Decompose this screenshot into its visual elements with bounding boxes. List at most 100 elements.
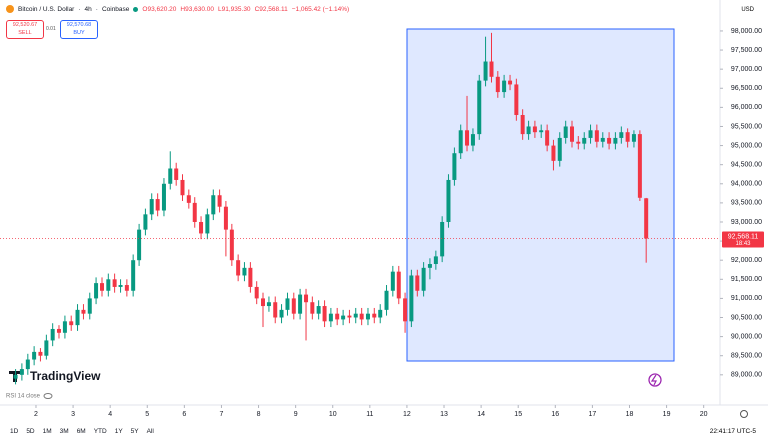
- range-bar: 1D 5D 1M 3M 6M YTD 1Y 5Y All: [10, 428, 154, 435]
- candle-body: [415, 275, 420, 291]
- y-tick-label: 93,000.00: [731, 219, 762, 226]
- candle-body: [260, 298, 265, 307]
- y-tick-label: 91,500.00: [731, 276, 762, 283]
- x-tick-label: 17: [588, 411, 596, 418]
- candle-body: [545, 130, 550, 146]
- range-button[interactable]: 1M: [42, 428, 52, 435]
- sell-button[interactable]: 92,520.67 SELL: [6, 20, 44, 39]
- candle-body: [131, 260, 136, 291]
- y-tick-label: 92,000.00: [731, 257, 762, 264]
- range-button[interactable]: YTD: [93, 428, 107, 435]
- indicator-label: RSI 14 close: [6, 394, 41, 400]
- candle-body: [477, 80, 482, 135]
- candle-body: [192, 202, 197, 222]
- candle-body: [458, 130, 463, 154]
- candle-body: [94, 283, 99, 299]
- y-tick-label: 90,000.00: [731, 333, 762, 340]
- candle-body: [32, 351, 37, 360]
- candle-body: [465, 130, 470, 146]
- candle-body: [483, 61, 488, 81]
- candle-body: [174, 168, 179, 180]
- candle-body: [143, 214, 148, 230]
- candle-body: [81, 309, 86, 314]
- sell-price: 92,520.67: [12, 22, 38, 28]
- candle-body: [50, 328, 55, 341]
- candle-body: [409, 275, 414, 322]
- alert-icon[interactable]: [648, 373, 662, 387]
- x-tick-label: 4: [108, 411, 112, 418]
- candle-body: [421, 267, 426, 291]
- x-tick-label: 9: [294, 411, 298, 418]
- candle-body: [19, 369, 24, 375]
- candle-body: [563, 126, 568, 138]
- candle-body: [118, 285, 123, 287]
- candle-body: [44, 340, 49, 356]
- range-button[interactable]: 1D: [10, 428, 19, 435]
- symbol[interactable]: Bitcoin / U.S. Dollar: [18, 5, 75, 13]
- candle-body: [631, 134, 636, 142]
- candle-body: [38, 351, 43, 356]
- candle-body: [569, 126, 574, 142]
- candle-body: [551, 145, 556, 161]
- candle-body: [266, 302, 271, 307]
- candle-body: [112, 279, 117, 287]
- candle-body: [470, 134, 475, 146]
- candle-body: [87, 298, 92, 314]
- candle-body: [254, 286, 259, 299]
- candle-body: [440, 221, 445, 257]
- logo: TradingView: [30, 369, 101, 383]
- candle-body: [298, 294, 303, 314]
- candle-body: [205, 214, 210, 234]
- x-tick-label: 5: [145, 411, 149, 418]
- close: C92,568.11: [254, 5, 288, 13]
- high: H93,630.00: [180, 5, 215, 13]
- candle-body: [341, 315, 346, 320]
- x-tick-label: 14: [477, 411, 485, 418]
- y-tick-label: 90,500.00: [731, 314, 762, 321]
- y-tick-label: 94,000.00: [731, 181, 762, 188]
- candle-body: [285, 298, 290, 310]
- candle-body: [600, 137, 605, 142]
- candle-body: [211, 195, 216, 215]
- candle-body: [291, 298, 296, 314]
- y-tick-label: 89,000.00: [731, 372, 762, 379]
- candle-body: [353, 313, 358, 318]
- range-button[interactable]: 5Y: [130, 428, 139, 435]
- exchange: Coinbase: [101, 5, 130, 13]
- range-button[interactable]: 1Y: [114, 428, 123, 435]
- x-tick-label: 10: [329, 411, 337, 418]
- clock: 22:41:17 UTC-5: [709, 428, 756, 435]
- currency[interactable]: USD: [741, 7, 754, 13]
- y-tick-label: 96,000.00: [731, 104, 762, 111]
- range-button[interactable]: All: [146, 428, 154, 435]
- alert-bolt: [650, 374, 657, 386]
- range-button[interactable]: 6M: [76, 428, 86, 435]
- settings-icon[interactable]: [740, 410, 748, 418]
- candle-body: [347, 315, 352, 318]
- candle-body: [495, 76, 500, 93]
- last-price-label: 92,568.11: [728, 233, 759, 240]
- candle-body: [168, 168, 173, 184]
- y-tick-label: 89,500.00: [731, 353, 762, 360]
- x-tick-label: 13: [440, 411, 448, 418]
- y-tick-label: 91,000.00: [731, 295, 762, 302]
- buy-button[interactable]: 92,570.68 BUY: [60, 20, 98, 39]
- range-button[interactable]: 5D: [26, 428, 35, 435]
- low: L91,935.30: [218, 5, 251, 13]
- candle-body: [637, 134, 642, 198]
- candle-body: [372, 313, 377, 318]
- change: −1,065.42 (−1.14%): [291, 5, 350, 13]
- candle-body: [359, 313, 364, 320]
- selection-box[interactable]: [406, 28, 675, 362]
- candle-body: [242, 267, 247, 276]
- y-tick-label: 98,000.00: [731, 28, 762, 35]
- x-tick-label: 20: [700, 411, 708, 418]
- eye-icon[interactable]: [43, 393, 53, 399]
- candle-body: [69, 321, 74, 326]
- candle-body: [594, 130, 599, 142]
- range-button[interactable]: 3M: [59, 428, 69, 435]
- candle-body: [100, 283, 105, 291]
- interval[interactable]: 4h: [84, 5, 92, 13]
- candle-body: [180, 179, 185, 196]
- candle-body: [199, 221, 204, 234]
